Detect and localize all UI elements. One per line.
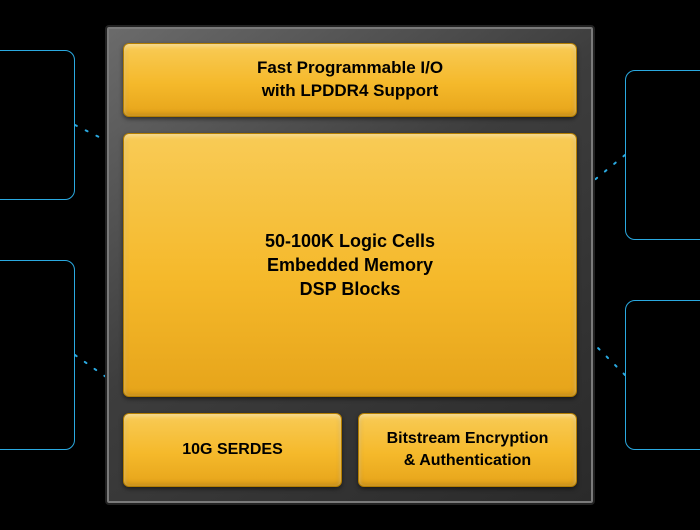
- block-io-line1: Fast Programmable I/O: [257, 57, 443, 80]
- block-security-line2: & Authentication: [404, 450, 531, 472]
- callout-left-1: [0, 50, 75, 200]
- block-security-line1: Bitstream Encryption: [387, 428, 549, 450]
- block-fabric-line3: DSP Blocks: [300, 277, 401, 301]
- callout-left-2: [0, 260, 75, 450]
- block-serdes: 10G SERDES: [123, 413, 342, 487]
- callout-right-1: [625, 70, 700, 240]
- callout-right-2: [625, 300, 700, 450]
- block-io-line2: with LPDDR4 Support: [262, 80, 439, 103]
- diagram-stage: Fast Programmable I/O with LPDDR4 Suppor…: [0, 0, 700, 530]
- chip-inner: Fast Programmable I/O with LPDDR4 Suppor…: [123, 43, 577, 487]
- block-bottom-row: 10G SERDES Bitstream Encryption & Authen…: [123, 413, 577, 487]
- block-fabric-line2: Embedded Memory: [267, 253, 433, 277]
- block-serdes-label: 10G SERDES: [182, 439, 282, 461]
- block-fabric: 50-100K Logic Cells Embedded Memory DSP …: [123, 133, 577, 397]
- block-security: Bitstream Encryption & Authentication: [358, 413, 577, 487]
- block-io: Fast Programmable I/O with LPDDR4 Suppor…: [123, 43, 577, 117]
- block-fabric-line1: 50-100K Logic Cells: [265, 229, 435, 253]
- chip-frame: Fast Programmable I/O with LPDDR4 Suppor…: [105, 25, 595, 505]
